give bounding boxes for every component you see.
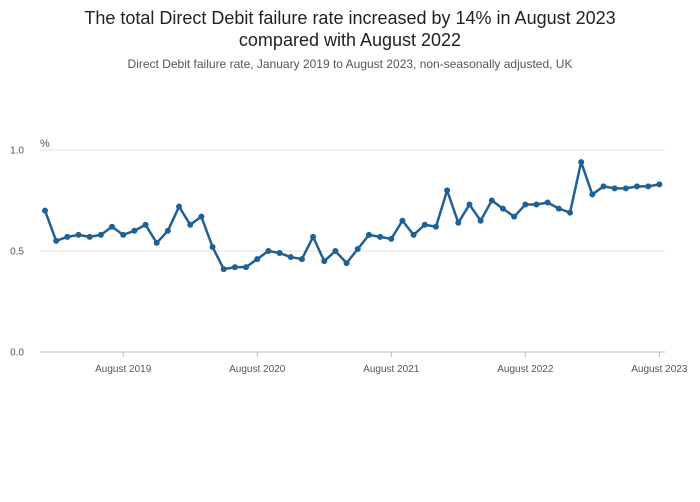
data-point[interactable] xyxy=(109,223,116,230)
data-point[interactable] xyxy=(533,201,540,208)
data-point[interactable] xyxy=(522,201,529,208)
data-point[interactable] xyxy=(131,227,138,234)
data-point[interactable] xyxy=(578,159,585,166)
x-tick-label: August 2023 xyxy=(631,364,688,375)
data-point[interactable] xyxy=(566,209,573,216)
data-point[interactable] xyxy=(466,201,473,208)
data-point[interactable] xyxy=(544,199,551,206)
data-point[interactable] xyxy=(499,205,506,212)
data-point[interactable] xyxy=(120,231,127,238)
data-point[interactable] xyxy=(354,245,361,252)
y-tick-label: 0.5 xyxy=(10,247,24,258)
y-axis-unit-label: % xyxy=(40,138,50,150)
data-point[interactable] xyxy=(231,264,238,271)
data-point[interactable] xyxy=(86,233,93,240)
data-point[interactable] xyxy=(243,264,250,271)
data-point[interactable] xyxy=(634,183,641,190)
chart-title-line-1: The total Direct Debit failure rate incr… xyxy=(84,8,616,28)
y-tick-label: 1.0 xyxy=(10,146,24,157)
x-axis: August 2019 August 2020 August 2021 August … xyxy=(95,352,688,375)
data-point[interactable] xyxy=(477,217,484,224)
data-point[interactable] xyxy=(488,197,495,204)
gridlines xyxy=(40,149,665,353)
y-axis: 0.0 0.5 1.0% xyxy=(10,138,50,359)
series-line xyxy=(43,160,660,271)
data-point[interactable] xyxy=(53,237,60,244)
data-point[interactable] xyxy=(332,248,339,254)
data-point[interactable] xyxy=(97,231,104,238)
data-point[interactable] xyxy=(265,248,272,254)
data-point[interactable] xyxy=(343,260,350,267)
data-point[interactable] xyxy=(153,239,160,246)
data-point[interactable] xyxy=(455,219,462,226)
x-tick-label: August 2022 xyxy=(497,364,554,375)
data-point[interactable] xyxy=(589,191,596,198)
data-point[interactable] xyxy=(432,223,439,230)
data-point[interactable] xyxy=(399,217,406,224)
x-tick-label: August 2021 xyxy=(363,364,420,375)
x-tick-label: August 2019 xyxy=(95,364,152,375)
data-point[interactable] xyxy=(421,221,428,228)
data-point[interactable] xyxy=(176,203,183,210)
data-point[interactable] xyxy=(164,227,171,234)
data-point[interactable] xyxy=(298,256,305,263)
data-point[interactable] xyxy=(611,185,618,192)
data-point[interactable] xyxy=(310,233,317,240)
data-point[interactable] xyxy=(254,256,261,263)
data-point[interactable] xyxy=(365,231,372,238)
data-point[interactable] xyxy=(220,266,227,273)
data-point[interactable] xyxy=(209,243,216,250)
data-point[interactable] xyxy=(622,185,629,192)
data-point[interactable] xyxy=(377,233,384,240)
data-point[interactable] xyxy=(276,250,283,257)
chart-subtitle: Direct Debit failure rate, January 2019 … xyxy=(127,57,573,71)
series-layer xyxy=(42,159,663,273)
data-point[interactable] xyxy=(388,235,395,242)
data-point[interactable] xyxy=(511,213,518,220)
data-point[interactable] xyxy=(142,221,149,228)
data-point[interactable] xyxy=(321,258,328,265)
data-point[interactable] xyxy=(410,231,417,238)
x-tick-label: August 2020 xyxy=(229,364,286,375)
data-point[interactable] xyxy=(645,183,652,190)
y-tick-label: 0.0 xyxy=(10,348,24,359)
data-point[interactable] xyxy=(287,254,294,261)
data-point[interactable] xyxy=(656,181,663,188)
data-point[interactable] xyxy=(42,207,48,214)
data-point[interactable] xyxy=(444,187,451,194)
data-point[interactable] xyxy=(64,233,71,240)
chart-title-line-2: compared with August 2022 xyxy=(238,30,462,50)
data-point[interactable] xyxy=(75,231,82,238)
chart-title: The total Direct Debit failure rate incr… xyxy=(0,7,700,51)
data-point[interactable] xyxy=(187,221,194,228)
data-point[interactable] xyxy=(555,205,562,212)
data-point[interactable] xyxy=(600,183,607,190)
data-point[interactable] xyxy=(198,213,205,220)
